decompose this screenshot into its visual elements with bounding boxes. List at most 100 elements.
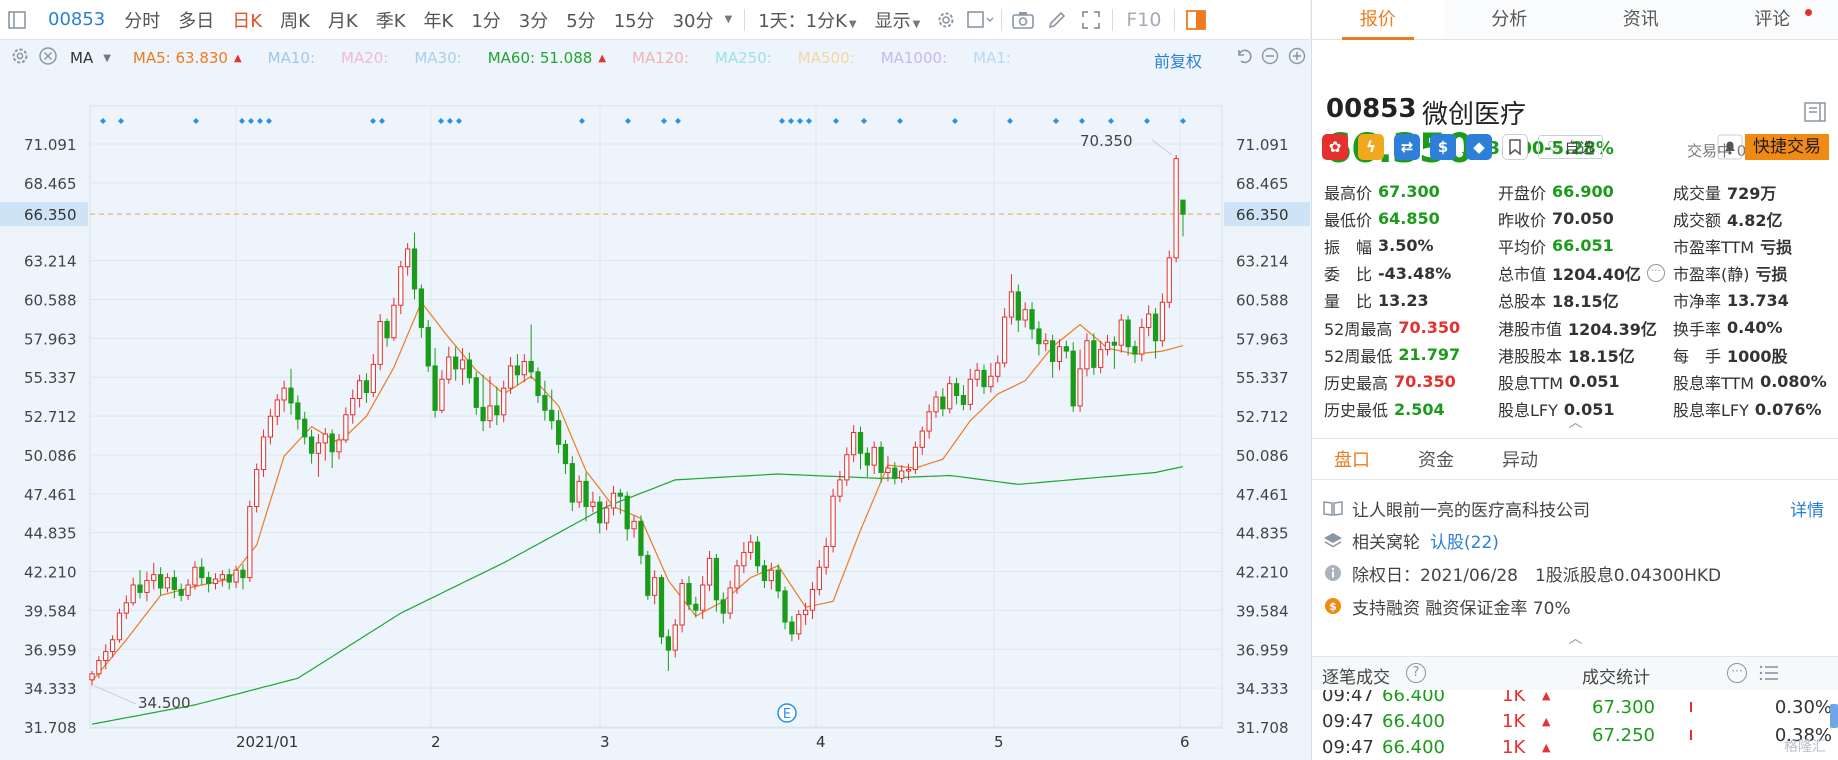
ma-item[interactable]: MA500: <box>797 49 855 67</box>
candle-body <box>336 439 342 453</box>
settings-gear-icon[interactable] <box>929 0 963 40</box>
panel-tab[interactable]: 评论 <box>1707 0 1838 39</box>
shuffle-icon[interactable]: ⇄ <box>1394 134 1420 160</box>
candle-body <box>562 443 569 465</box>
square-select-icon[interactable] <box>963 0 997 40</box>
display-menu[interactable]: 显示 ▼ <box>866 7 930 33</box>
ticks-body: 09:47 66.400 1K ▲ 09:47 66.400 1K ▲ 09:47 66.400 1… <box>1312 690 1838 760</box>
quote-cell: 股息率TTM 0.080% <box>1673 370 1834 394</box>
collapse-arrow-icon[interactable]: ︿ <box>1568 415 1583 431</box>
undo-icon[interactable] <box>1234 47 1252 69</box>
watchlist-button[interactable]: ♡ 自选 <box>1538 135 1604 159</box>
more-options-icon[interactable]: ··· <box>1727 663 1747 683</box>
period-tab[interactable]: 季K <box>375 10 406 32</box>
scrollbar[interactable] <box>1830 704 1838 728</box>
period-tab[interactable]: 年K <box>423 10 454 32</box>
candle-body <box>116 612 123 641</box>
layout-icon[interactable] <box>0 0 34 40</box>
candle-body <box>487 405 493 422</box>
sub-tab[interactable]: 盘口 <box>1334 450 1370 471</box>
tag-icon[interactable]: ◆ <box>1466 134 1492 160</box>
panel-tab[interactable]: 分析 <box>1444 0 1576 39</box>
ma-item[interactable]: MA250: <box>714 49 772 67</box>
period-tab[interactable]: 日K <box>232 10 263 32</box>
side-panel-toggle-icon[interactable] <box>1179 0 1213 40</box>
stats-row: 67.250 0.38% <box>1582 722 1832 748</box>
panel-tab[interactable]: 资讯 <box>1575 0 1707 39</box>
bookmark-icon[interactable] <box>1502 134 1528 160</box>
ma-item[interactable]: MA5: 63.830 <box>132 49 228 67</box>
candle-body <box>1029 309 1035 330</box>
candle-body <box>363 380 370 394</box>
stock-code-tab[interactable]: 00853 <box>48 9 106 30</box>
y-tick-label-right: 34.333 <box>1236 680 1289 698</box>
period-tab[interactable]: 15分 <box>613 10 655 32</box>
ma-item[interactable]: MA60: 51.088 <box>487 49 593 67</box>
sub-tab[interactable]: 异动 <box>1502 450 1538 471</box>
pencil-draw-icon[interactable] <box>1040 0 1074 40</box>
interval-select[interactable]: 1天：1分K ▼ <box>749 7 865 33</box>
candle-body <box>597 501 603 524</box>
ma-item[interactable]: MA120: <box>632 49 689 67</box>
panel-tab[interactable]: 报价 <box>1312 0 1444 40</box>
ma-item[interactable]: MA20: <box>341 49 389 67</box>
bell-alert-icon[interactable] <box>1717 134 1743 164</box>
period-tab[interactable]: 多日 <box>178 10 215 32</box>
info-circle-icon <box>1322 562 1344 584</box>
adjust-mode-label[interactable]: 前复权 <box>1154 52 1203 71</box>
f10-button[interactable]: F10 <box>1126 8 1162 31</box>
quote-key: 振 幅 <box>1324 237 1373 257</box>
stats-price: 67.250 <box>1592 724 1655 746</box>
zoom-out-icon[interactable] <box>1261 47 1279 69</box>
quote-cell: 委 比 -43.48% <box>1324 261 1498 285</box>
stats-title[interactable]: 成交统计 <box>1582 668 1650 688</box>
kline-chart[interactable]: 71.091 71.091 68.465 68.465 63.214 63.214 60.5… <box>0 40 1310 760</box>
help-icon[interactable]: ? <box>1406 663 1426 683</box>
indicator-settings-icon[interactable] <box>10 46 30 70</box>
period-tab[interactable]: 周K <box>280 10 310 32</box>
hk-flag-icon[interactable]: ✿ <box>1322 134 1348 160</box>
x-tick-label: 5 <box>994 733 1004 751</box>
candle-body <box>864 452 870 466</box>
ma-item[interactable]: MA10: <box>267 49 316 67</box>
candle-body <box>459 359 466 370</box>
ma-item[interactable]: MA1000: <box>880 49 948 67</box>
period-tab[interactable]: 5分 <box>566 10 596 32</box>
list-view-icon[interactable] <box>1759 663 1779 688</box>
zoom-in-icon[interactable] <box>1288 47 1306 69</box>
quote-key: 平均价 <box>1498 237 1547 257</box>
warrant-link[interactable]: 认股(22) <box>1430 532 1499 553</box>
quick-trade-button[interactable]: 快捷交易 <box>1745 134 1829 160</box>
fullscreen-icon[interactable] <box>1074 0 1108 40</box>
indicator-close-icon[interactable] <box>38 46 58 70</box>
period-tab[interactable]: 月K <box>327 10 358 32</box>
more-options-icon[interactable]: ··· <box>1646 264 1665 283</box>
ma-label[interactable]: MA <box>70 49 94 67</box>
quote-cell: 成交额 4.82亿 <box>1673 207 1834 231</box>
period-tab[interactable]: 3分 <box>518 10 549 32</box>
detail-link[interactable]: 详情 <box>1790 500 1824 521</box>
panel-menu-icon[interactable] <box>1804 102 1826 126</box>
candle-body <box>96 660 102 675</box>
dollar-icon[interactable]: $ <box>1430 134 1456 160</box>
collapse-arrow-icon[interactable]: ︿ <box>1568 631 1583 647</box>
period-tab[interactable]: 分时 <box>124 10 161 32</box>
quote-key: 股息TTM <box>1498 373 1564 393</box>
y-tick-label-left: 44.835 <box>24 525 77 543</box>
candle-body <box>1152 313 1159 342</box>
chevron-down-icon[interactable]: ▼ <box>724 14 733 25</box>
ticks-title[interactable]: 逐笔成交 <box>1322 668 1390 688</box>
x-tick-label: 2021/01 <box>236 733 298 751</box>
camera-icon[interactable] <box>1006 0 1040 40</box>
period-tab[interactable]: 30分 <box>672 10 714 32</box>
y-tick-label-left: 50.086 <box>24 447 77 465</box>
period-tab[interactable]: 1分 <box>471 10 501 32</box>
y-tick-label-right: 63.214 <box>1236 253 1289 271</box>
quote-cell: 总市值 1204.40亿 ··· <box>1498 261 1673 285</box>
ma-item[interactable]: MA1: <box>973 49 1011 67</box>
sub-tab[interactable]: 资金 <box>1418 450 1454 471</box>
lightning-icon[interactable]: ϟ <box>1358 134 1384 160</box>
quote-key: 市盈率TTM <box>1673 237 1755 257</box>
chevron-down-icon[interactable]: ▼ <box>103 52 111 64</box>
ma-item[interactable]: MA30: <box>414 49 462 67</box>
